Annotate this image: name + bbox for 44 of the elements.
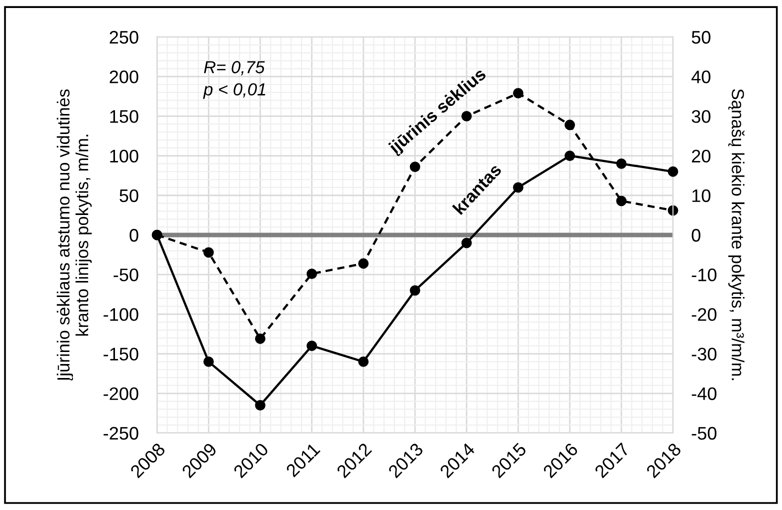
y-axis-title: Įjūrinio sėkliaus atstumo nuo vidutinės kranto linijos pokytis, m/m. — [56, 89, 92, 380]
y-tick-label: -100 — [104, 308, 138, 321]
y-tick-label: -200 — [104, 387, 138, 400]
point — [410, 162, 420, 172]
y2-tick-label: 10 — [692, 189, 710, 202]
y2-tick-label: 40 — [691, 70, 710, 84]
y2-axis-title: Sąnašų kiekio krante pokytis, m³/m/m. — [728, 89, 745, 380]
point — [255, 400, 266, 410]
point — [358, 356, 369, 367]
point — [668, 166, 678, 177]
y2-tick-label: -20 — [692, 308, 716, 321]
point — [564, 120, 576, 130]
y2-tick-label: 0 — [692, 228, 700, 242]
y2-tick-label: 20 — [692, 150, 710, 162]
point — [358, 258, 369, 269]
point — [255, 334, 266, 344]
annotation: R= 0,75 — [204, 61, 265, 76]
point — [203, 247, 214, 258]
y2-tick-label: 50 — [692, 30, 710, 44]
y-tick-label: 250 — [110, 30, 138, 44]
point — [512, 88, 524, 98]
y-tick-label: 50 — [120, 189, 138, 202]
y-tick-label: -250 — [104, 426, 138, 440]
point — [306, 340, 318, 352]
point — [564, 150, 576, 161]
point — [616, 158, 627, 169]
y-tick-label: -150 — [104, 348, 138, 361]
point — [203, 356, 214, 367]
y2-tick-label: -10 — [692, 268, 716, 282]
point — [512, 182, 524, 193]
y-tick-label: -50 — [114, 268, 138, 282]
y2-tick-label: -50 — [692, 426, 716, 440]
y2-tick-label: -40 — [692, 387, 716, 400]
y-tick-label: 200 — [110, 70, 138, 84]
point — [616, 196, 627, 206]
annotation: p < 0,01 — [203, 83, 266, 99]
y-tick-label: 0 — [130, 228, 138, 242]
y-tick-label: 150 — [110, 110, 138, 123]
y2-tick-label: 30 — [692, 110, 710, 123]
point — [306, 268, 318, 279]
y-tick-label: 100 — [110, 150, 138, 162]
point — [410, 285, 420, 296]
y2-tick-label: -30 — [692, 348, 716, 361]
point — [461, 238, 472, 248]
